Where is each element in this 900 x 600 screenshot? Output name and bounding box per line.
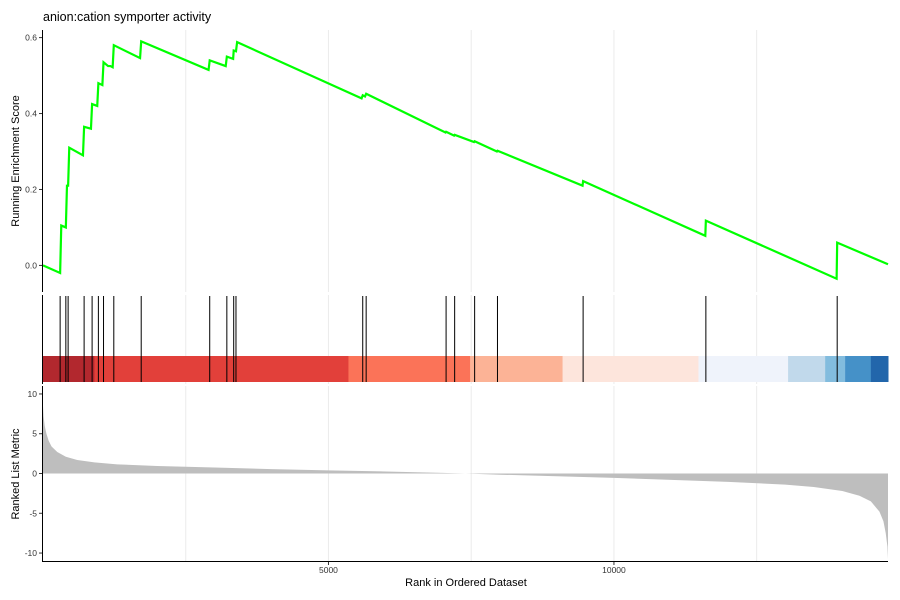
color-band-segment — [94, 356, 349, 382]
x-tick-label: 5000 — [319, 565, 338, 575]
color-band-segment — [788, 356, 826, 382]
running-score-y-label: Running Enrichment Score — [10, 95, 22, 226]
gene-hit-barcode — [59, 296, 838, 382]
ranked-list-y-tick-label: 5 — [32, 429, 37, 439]
color-band-segment — [845, 356, 872, 382]
ranked-list-panel: 10 5 0 -5 -10 5000 10000 Ranked List Metric R… — [10, 386, 888, 589]
ranked-list-y-label: Ranked List Metric — [10, 428, 22, 520]
running-score-y-tick-label: 0.4 — [25, 109, 37, 119]
running-score-y-tick-label: 0.2 — [25, 184, 37, 194]
color-band-segment — [870, 356, 889, 382]
running-score-y-tick-label: 0.0 — [25, 260, 37, 270]
ranked-list-y-tick-label: 10 — [28, 389, 38, 399]
gene-hit-panel — [42, 295, 889, 384]
x-axis-label: Rank in Ordered Dataset — [405, 577, 527, 589]
ranked-list-y-tick-label: 0 — [32, 469, 37, 479]
ranked-list-y-tick-label: -10 — [25, 548, 38, 558]
color-band-segment — [825, 356, 846, 382]
x-tick-label: 10000 — [602, 565, 626, 575]
color-band-segment — [470, 356, 564, 382]
x-ticks: 5000 10000 — [319, 562, 626, 575]
ranked-color-band — [43, 356, 889, 382]
running-score-y-ticks: 0.0 0.2 0.4 0.6 — [25, 33, 42, 270]
running-score-gridlines — [185, 30, 758, 292]
running-score-y-tick-label: 0.6 — [25, 33, 37, 43]
color-band-segment — [698, 356, 789, 382]
ranked-list-y-tick-label: -5 — [29, 508, 37, 518]
ranked-list-y-ticks: 10 5 0 -5 -10 — [25, 389, 42, 558]
running-score-panel: 0.0 0.2 0.4 0.6 Running Enrichment Score — [10, 30, 889, 292]
running-score-line — [42, 39, 889, 281]
color-band-segment — [43, 356, 95, 382]
color-band-segment — [348, 356, 471, 382]
color-band-segment — [562, 356, 699, 382]
ranked-list-area — [43, 405, 888, 560]
chart-title: anion:cation symporter activity — [43, 10, 212, 24]
